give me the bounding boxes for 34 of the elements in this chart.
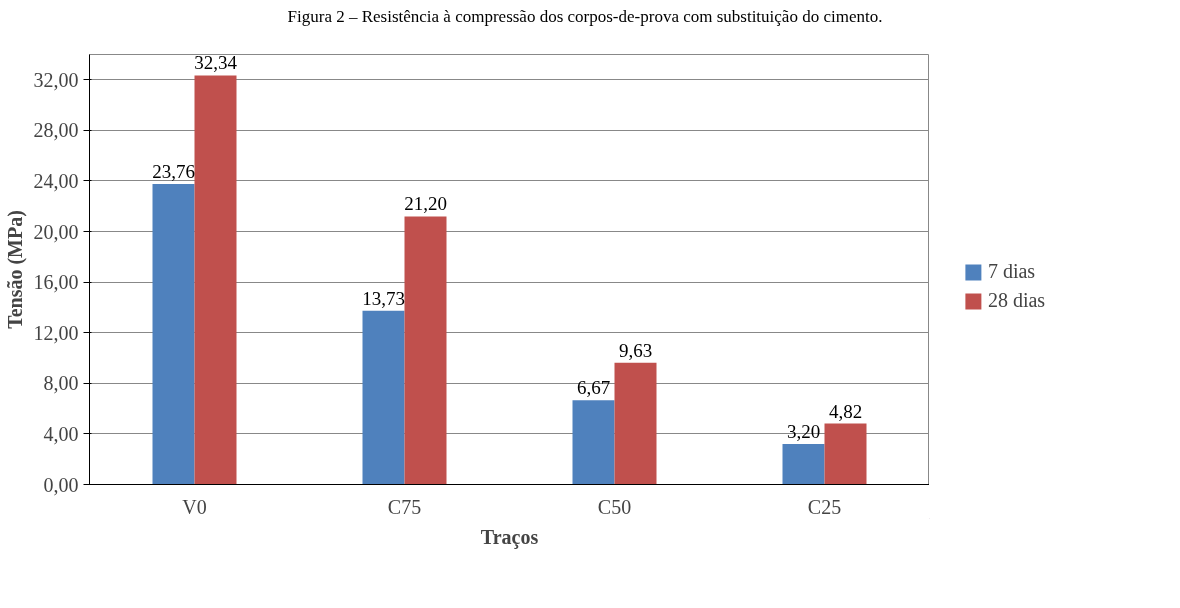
y-tick-label: 24,00: [33, 170, 79, 193]
x-tick-label: V0: [182, 495, 207, 518]
legend-label: 28 dias: [987, 289, 1046, 313]
bar: [152, 184, 195, 485]
x-tick-label: C75: [387, 495, 422, 518]
y-tick-label: 4,00: [43, 423, 79, 446]
data-label: 3,20: [786, 421, 821, 443]
data-label: 6,67: [576, 377, 611, 399]
y-tick-label: 8,00: [43, 372, 79, 395]
data-label: 9,63: [618, 339, 653, 361]
bar: [782, 444, 825, 485]
bar: [614, 362, 657, 485]
bar: [362, 311, 405, 485]
y-tick-label: 0,00: [43, 473, 79, 496]
data-label: 21,20: [404, 193, 447, 215]
bar: [572, 400, 615, 485]
x-axis-title: Traços: [480, 525, 539, 549]
y-tick-label: 20,00: [33, 220, 79, 243]
y-tick-label: 28,00: [33, 119, 79, 142]
y-axis-title: Tensão (MPa): [3, 210, 27, 330]
x-tick-label: C25: [807, 495, 842, 518]
data-label: 13,73: [362, 288, 405, 310]
x-tick-label: C50: [597, 495, 632, 518]
y-tick-label: 16,00: [33, 271, 79, 294]
bar: [404, 216, 447, 485]
y-tick-label: 12,00: [33, 322, 79, 345]
chart-title: Figura 2 – Resistência à compressão dos corpos-de-prova com substituição do cimento.: [287, 6, 883, 28]
legend-label: 7 dias: [987, 260, 1036, 284]
y-tick-label: 32,00: [33, 69, 79, 92]
bar: [194, 75, 237, 485]
data-label: 32,34: [194, 52, 238, 74]
bar: [824, 423, 867, 485]
data-label: 23,76: [152, 161, 195, 183]
data-label: 4,82: [828, 400, 863, 422]
